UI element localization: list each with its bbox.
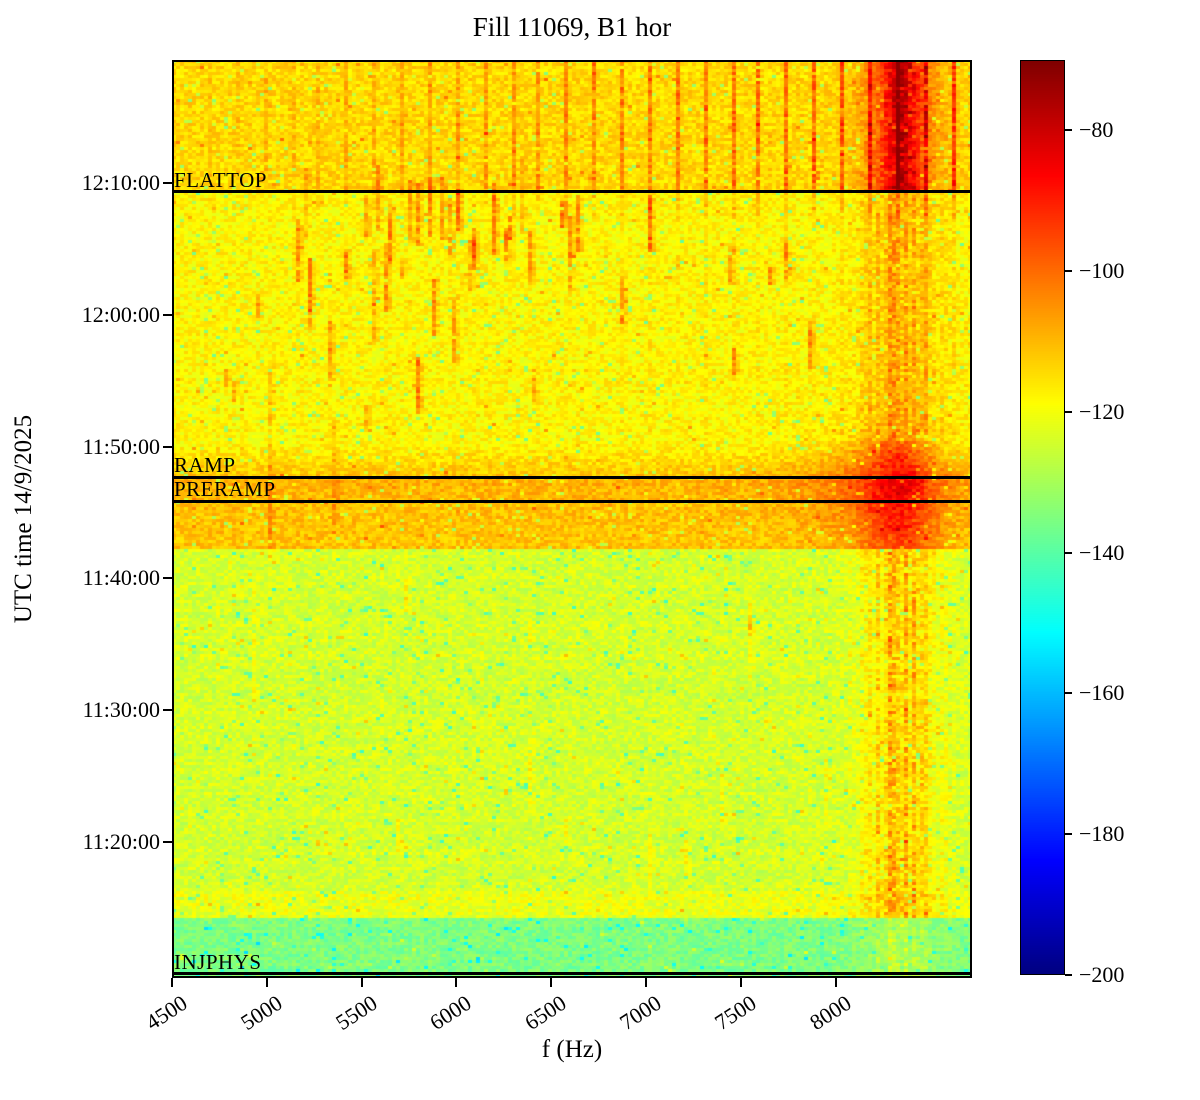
- x-tick-mark: [360, 978, 363, 987]
- colorbar-tick-mark: [1065, 410, 1072, 413]
- x-tick-label: 6000: [425, 990, 476, 1035]
- y-tick-mark: [163, 181, 172, 184]
- y-tick-mark: [163, 709, 172, 712]
- y-tick-mark: [163, 840, 172, 843]
- y-axis-label: UTC time 14/9/2025: [10, 414, 37, 624]
- colorbar-tick-mark: [1065, 551, 1072, 554]
- y-tick-mark: [163, 313, 172, 316]
- y-tick-label: 11:40:00: [82, 565, 160, 591]
- beam-mode-label-preramp: PRERAMP: [174, 477, 276, 502]
- colorbar-tick-mark: [1065, 270, 1072, 273]
- y-tick-label: 11:50:00: [82, 433, 160, 459]
- plot-border: [172, 60, 972, 978]
- y-tick-label: 11:30:00: [82, 697, 160, 723]
- colorbar-tick-mark: [1065, 833, 1072, 836]
- y-tick-label: 11:20:00: [82, 828, 160, 854]
- colorbar-tick-mark: [1065, 974, 1072, 976]
- x-tick-label: 7000: [615, 990, 666, 1035]
- colorbar-tick-label: −120: [1079, 398, 1125, 424]
- spectrogram-heatmap: [172, 60, 972, 978]
- colorbar-border: [1020, 60, 1065, 975]
- x-tick-mark: [739, 978, 742, 987]
- beam-mode-label-injphys: INJPHYS: [174, 949, 262, 974]
- colorbar-tick-label: −200: [1079, 962, 1125, 987]
- x-tick-label: 4500: [141, 990, 192, 1035]
- x-tick-mark: [265, 978, 268, 987]
- x-tick-mark: [550, 978, 553, 987]
- colorbar-tick-label: −180: [1079, 821, 1125, 847]
- colorbar-tick-label: −140: [1079, 539, 1125, 565]
- beam-mode-line-preramp: [172, 499, 972, 503]
- beam-mode-line-flattop: [172, 190, 972, 194]
- colorbar-tick-mark: [1065, 129, 1072, 132]
- x-tick-label: 5000: [235, 990, 287, 1035]
- colorbar-tick-mark: [1065, 692, 1072, 695]
- x-tick-mark: [644, 978, 647, 987]
- y-tick-mark: [163, 445, 172, 448]
- x-tick-label: 8000: [804, 990, 856, 1035]
- beam-mode-label-ramp: RAMP: [174, 453, 236, 478]
- beam-mode-label-flattop: FLATTOP: [174, 167, 267, 192]
- colorbar-tick-label: −160: [1079, 680, 1125, 706]
- x-tick-label: 6500: [520, 990, 571, 1035]
- beam-mode-line-injphys: [172, 972, 972, 976]
- x-tick-label: 7500: [709, 990, 761, 1035]
- colorbar-tick-label: −100: [1079, 258, 1125, 284]
- beam-mode-line-ramp: [172, 475, 972, 479]
- x-tick-mark: [171, 978, 173, 987]
- x-tick-label: 5500: [330, 990, 382, 1035]
- x-tick-mark: [455, 978, 458, 987]
- y-tick-label: 12:10:00: [81, 169, 160, 195]
- chart-title: Fill 11069, B1 hor: [472, 12, 672, 42]
- y-tick-mark: [163, 577, 172, 580]
- x-axis-label: f (Hz): [541, 1036, 603, 1063]
- colorbar-tick-label: −80: [1079, 117, 1114, 143]
- y-tick-label: 12:00:00: [81, 301, 160, 327]
- x-tick-mark: [834, 978, 837, 987]
- colorbar-gradient: [1020, 60, 1065, 975]
